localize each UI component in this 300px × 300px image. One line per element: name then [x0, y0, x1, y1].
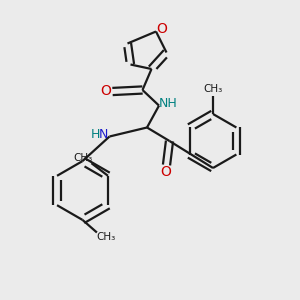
Text: NH: NH: [159, 97, 178, 110]
Text: CH₃: CH₃: [203, 84, 223, 94]
Text: N: N: [99, 128, 108, 142]
Text: H: H: [90, 128, 100, 142]
Text: O: O: [160, 165, 171, 178]
Text: O: O: [156, 22, 167, 36]
Text: CH₃: CH₃: [74, 153, 93, 164]
Text: O: O: [100, 84, 111, 98]
Text: CH₃: CH₃: [96, 232, 116, 242]
